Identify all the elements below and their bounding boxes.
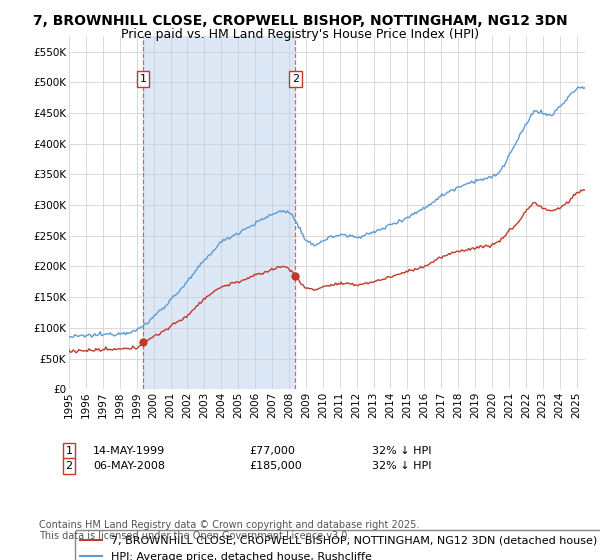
Text: £185,000: £185,000 [249,461,302,471]
Bar [143,36,295,389]
Text: Price paid vs. HM Land Registry's House Price Index (HPI): Price paid vs. HM Land Registry's House … [121,28,479,41]
Text: 2: 2 [65,461,73,471]
Text: 06-MAY-2008: 06-MAY-2008 [93,461,165,471]
Legend: 7, BROWNHILL CLOSE, CROPWELL BISHOP, NOTTINGHAM, NG12 3DN (detached house), HPI:: 7, BROWNHILL CLOSE, CROPWELL BISHOP, NOT… [74,530,600,560]
Text: 7, BROWNHILL CLOSE, CROPWELL BISHOP, NOTTINGHAM, NG12 3DN: 7, BROWNHILL CLOSE, CROPWELL BISHOP, NOT… [32,14,568,28]
Text: 1: 1 [139,74,146,84]
Text: Contains HM Land Registry data © Crown copyright and database right 2025.
This d: Contains HM Land Registry data © Crown c… [39,520,419,542]
Text: 32% ↓ HPI: 32% ↓ HPI [372,461,431,471]
Text: £77,000: £77,000 [249,446,295,456]
Text: 1: 1 [65,446,73,456]
Text: 14-MAY-1999: 14-MAY-1999 [93,446,165,456]
Text: 2: 2 [292,74,299,84]
Text: 32% ↓ HPI: 32% ↓ HPI [372,446,431,456]
